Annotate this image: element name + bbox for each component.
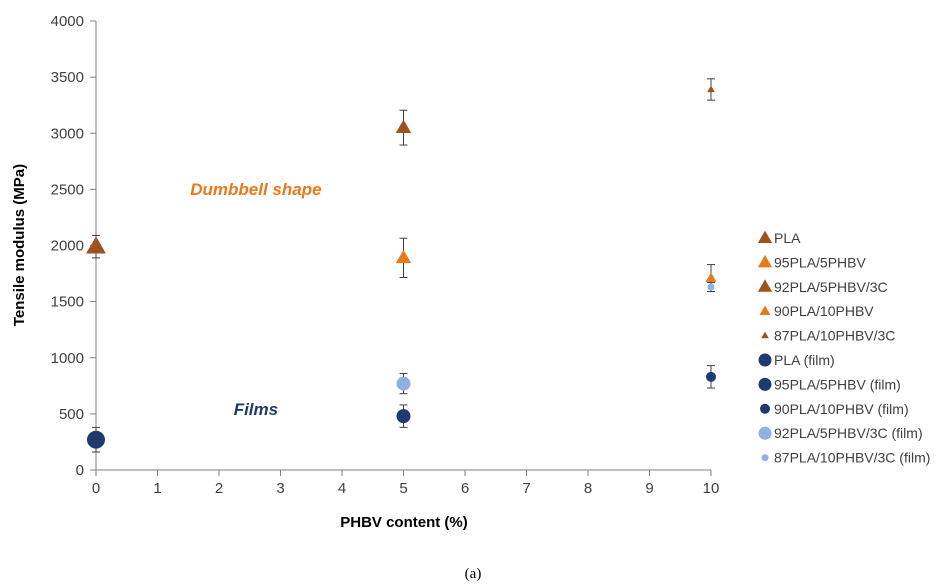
x-tick-label: 6: [461, 480, 469, 497]
legend-label: PLA (film): [774, 352, 835, 368]
legend-marker: [757, 254, 773, 268]
x-tick-label: 10: [703, 480, 720, 497]
legend-marker: [761, 454, 769, 462]
axes: 0 500 1000 1500 2000 2500 3000 3500 4000 0 1 2 3 4 5 6 7…: [51, 13, 720, 497]
legend-label: 90PLA/10PHBV: [774, 303, 874, 319]
data-point: [395, 249, 412, 264]
x-tick-label: 3: [276, 480, 284, 497]
legend-marker: [760, 403, 770, 414]
data-point: [396, 409, 411, 424]
x-tick-label: 7: [522, 480, 530, 497]
x-tick-label: 0: [92, 480, 100, 497]
legend-marker: [758, 353, 772, 367]
legend-marker: [759, 305, 771, 315]
data-markers: [86, 85, 717, 449]
annotation-label: Dumbbell shape: [190, 180, 321, 199]
legend-label: 92PLA/5PHBV/3C (film): [774, 425, 923, 441]
data-point: [396, 376, 411, 391]
legend-marker: [757, 230, 773, 243]
y-tick-label: 500: [59, 406, 84, 423]
y-tick-label: 3000: [51, 125, 84, 142]
y-tick-label: 2500: [51, 181, 84, 198]
x-tick-label: 8: [584, 480, 592, 497]
annotations: Dumbbell shape Films: [190, 180, 321, 419]
data-point: [707, 85, 715, 93]
legend-label: 87PLA/10PHBV/3C: [774, 328, 895, 344]
y-axis-title: Tensile modulus (MPa): [11, 164, 28, 326]
legend-marker: [758, 426, 772, 440]
legend-marker: [758, 377, 772, 391]
legend-label: PLA: [774, 230, 801, 246]
y-tick-label: 1500: [51, 294, 84, 311]
legend: PLA 95PLA/5PHBV 92PLA/5PHBV/3C 90PLA/10PHBV…: [757, 230, 930, 466]
x-tick-label: 1: [153, 480, 161, 497]
legend-marker: [757, 279, 773, 292]
x-tick-label: 4: [338, 480, 346, 497]
legend-label: 87PLA/10PHBV/3C (film): [774, 450, 930, 466]
y-tick-label: 0: [76, 462, 84, 479]
legend-marker: [761, 331, 769, 339]
data-point: [395, 119, 412, 133]
x-tick-label: 9: [645, 480, 653, 497]
y-tick-label: 1000: [51, 350, 84, 367]
y-tick-label: 2000: [51, 238, 84, 255]
legend-label: 95PLA/5PHBV (film): [774, 376, 901, 392]
error-bars: [92, 78, 715, 453]
legend-label: 92PLA/5PHBV/3C: [774, 279, 888, 295]
y-tick-label: 3500: [51, 69, 84, 86]
x-tick-label: 5: [399, 480, 407, 497]
data-point: [707, 283, 715, 291]
figure-caption: (a): [465, 566, 482, 582]
x-axis-title: PHBV content (%): [340, 514, 468, 531]
legend-label: 95PLA/5PHBV: [774, 254, 866, 270]
legend-label: 90PLA/10PHBV (film): [774, 401, 909, 417]
annotation-label: Films: [234, 400, 278, 419]
data-point: [86, 236, 106, 254]
data-point: [706, 371, 716, 382]
x-tick-label: 2: [215, 480, 223, 497]
data-point: [705, 272, 717, 282]
y-tick-label: 4000: [51, 13, 84, 30]
data-point: [87, 430, 105, 449]
